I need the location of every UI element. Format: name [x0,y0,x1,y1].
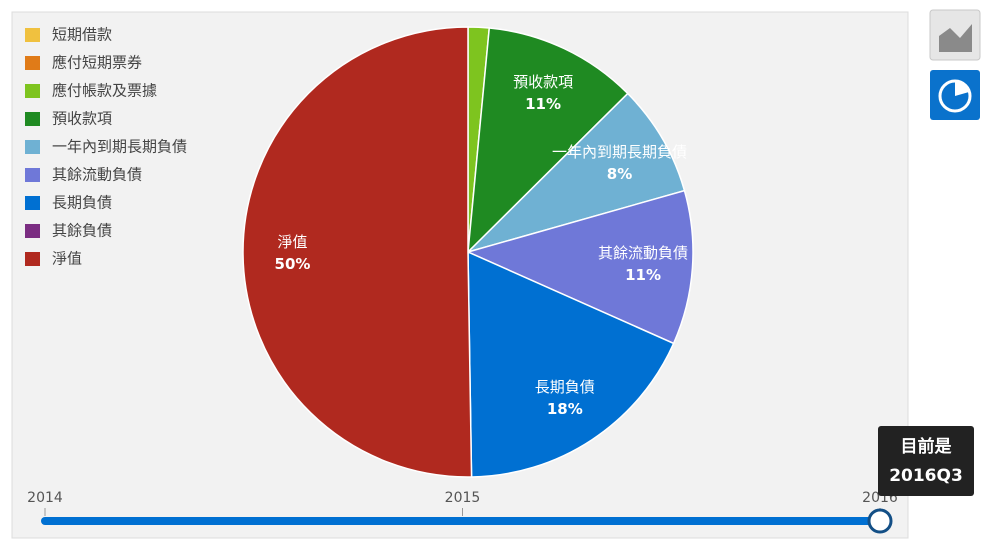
legend-swatch [25,28,40,42]
button-icon [939,24,972,52]
pie-slice [467,250,675,478]
legend-label[interactable]: 一年內到期長期負債 [52,138,187,156]
pie-chart-button[interactable] [930,70,980,120]
legend-swatch [25,168,40,182]
legend-swatch [25,196,40,210]
pie-slice [465,189,694,345]
legend-label[interactable]: 其餘負債 [52,222,112,240]
tooltip-label: 目前是 [901,436,952,457]
legend-label[interactable]: 預收款項 [52,110,112,128]
slice-name: 一年內到期長期負債 [552,143,687,161]
legend-label[interactable]: 淨值 [52,250,82,268]
pie-slice [467,92,686,253]
pie-slice [242,26,473,478]
legend-label[interactable]: 應付短期票券 [52,54,142,72]
legend-label[interactable]: 其餘流動負債 [52,166,142,184]
legend-swatch [25,56,40,70]
legend-swatch [25,252,40,266]
slice-name: 其餘流動負債 [598,244,688,262]
slice-value: 18% [547,400,583,418]
slice-name: 淨值 [277,233,307,251]
slice-value: 8% [607,165,632,183]
button-icon [955,81,969,96]
legend-swatch [25,140,40,154]
slice-name: 預收款項 [513,73,573,91]
legend-label[interactable]: 短期借款 [52,26,112,44]
tooltip-bg [878,426,974,496]
tooltip: 目前是 2016Q3 [878,426,974,496]
legend-label[interactable]: 長期負債 [52,194,112,212]
slice-value: 11% [525,95,561,113]
slice-value: 11% [625,266,661,284]
pie-slice [467,27,629,254]
slice-name: 長期負債 [535,378,595,396]
tooltip-value: 2016Q3 [889,466,963,486]
slider-tick-label: 2014 [27,490,63,506]
slice-value: 50% [275,255,311,273]
area-chart-button[interactable] [929,9,981,61]
legend-swatch [25,224,40,238]
legend-label[interactable]: 應付帳款及票據 [52,82,157,100]
legend-swatch [25,84,40,98]
legend-swatch [25,112,40,126]
slider-handle[interactable] [867,508,893,534]
slider-tick-label: 2015 [445,490,481,506]
